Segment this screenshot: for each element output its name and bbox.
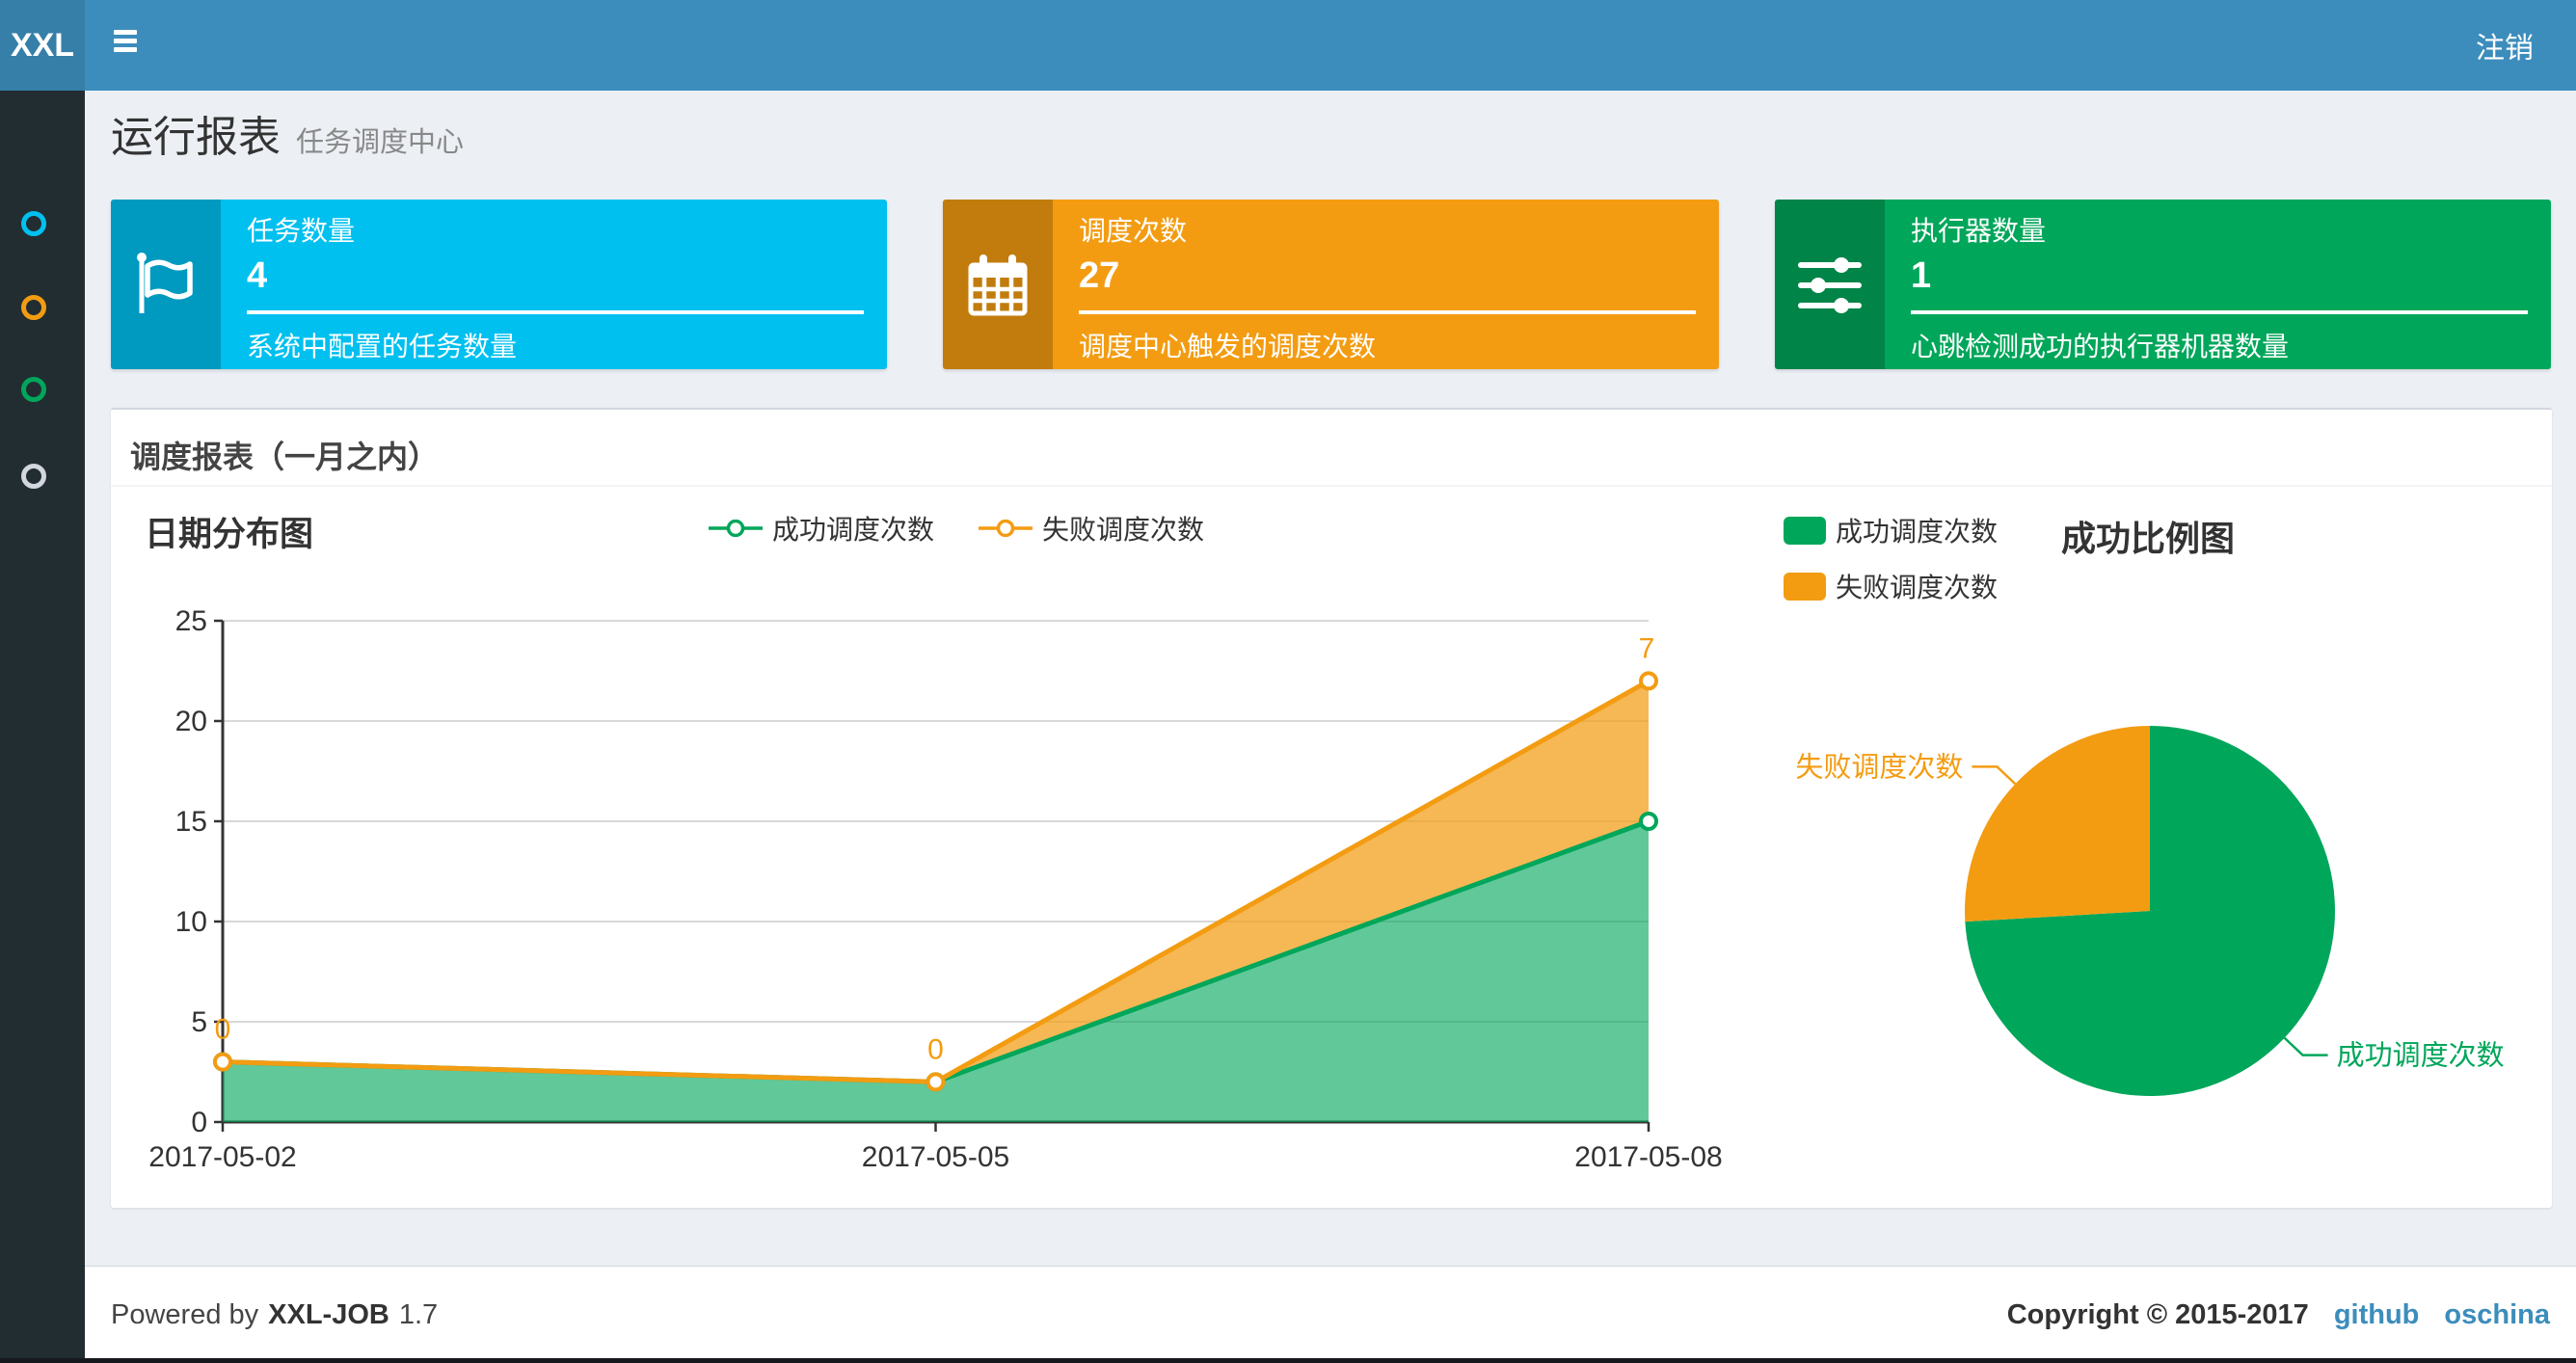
menu-toggle-icon[interactable] [114, 30, 139, 61]
svg-text:2017-05-02: 2017-05-02 [148, 1141, 296, 1173]
legend-item[interactable]: 成功调度次数 [709, 509, 934, 548]
info-box-executors: 执行器数量 1 心跳检测成功的执行器机器数量 [1775, 200, 2551, 369]
info-box-jobs: 任务数量 4 系统中配置的任务数量 [111, 200, 887, 369]
swatch-icon [1784, 516, 1826, 545]
info-box-triggers: 调度次数 27 调度中心触发的调度次数 [943, 200, 1719, 369]
info-box-label: 调度次数 [1079, 216, 1188, 246]
oschina-link[interactable]: oschina [2444, 1298, 2550, 1330]
info-box-label: 执行器数量 [1911, 216, 2047, 246]
flag-icon [111, 200, 221, 369]
progress-bar [1079, 310, 1696, 314]
logout-button[interactable]: 注销 [2476, 33, 2534, 65]
info-box-label: 任务数量 [247, 216, 356, 246]
svg-text:0: 0 [927, 1033, 944, 1065]
svg-text:2017-05-05: 2017-05-05 [862, 1141, 1009, 1173]
sidebar [0, 91, 85, 1363]
app-version: 1.7 [398, 1298, 439, 1330]
svg-text:0: 0 [215, 1014, 231, 1046]
legend-item[interactable]: 失败调度次数 [1784, 567, 1998, 605]
info-box-value: 4 [247, 255, 268, 296]
svg-text:2017-05-08: 2017-05-08 [1574, 1141, 1722, 1173]
line-chart-title: 日期分布图 [145, 516, 314, 553]
info-box-content: 任务数量 4 系统中配置的任务数量 [221, 200, 887, 369]
info-box-description: 心跳检测成功的执行器机器数量 [1911, 332, 2290, 361]
line-marker-icon [709, 520, 763, 537]
svg-text:7: 7 [1639, 632, 1655, 664]
info-box-value: 1 [1911, 255, 1932, 296]
pie-chart: 成功调度次数 失败调度次数 [1795, 726, 2505, 1096]
powered-by-text: Powered by [111, 1298, 259, 1330]
swatch-icon [1784, 572, 1826, 601]
info-box-description: 系统中配置的任务数量 [247, 332, 518, 361]
success-ratio-chart: 成功调度次数 失败调度次数 成功比例图 成功调度次数 失败调度次数 [1784, 501, 2516, 1176]
svg-text:25: 25 [175, 605, 207, 637]
sliders-icon [1775, 200, 1885, 369]
info-box-value: 27 [1079, 255, 1120, 296]
svg-text:5: 5 [191, 1006, 207, 1038]
legend-label: 成功调度次数 [772, 515, 935, 545]
pie-chart-legend: 成功调度次数 失败调度次数 [1784, 511, 1998, 605]
info-box-content: 调度次数 27 调度中心触发的调度次数 [1053, 200, 1719, 369]
svg-text:20: 20 [175, 706, 207, 737]
line-marker-icon [979, 520, 1033, 537]
info-box-description: 调度中心触发的调度次数 [1079, 332, 1377, 361]
svg-text:15: 15 [175, 806, 207, 838]
report-panel: 调度报表（一月之内） 日期分布图 成功调度次数 失败调度次数 0 5 10 15 20 25… [111, 408, 2552, 1208]
sidebar-menu-circle-icon[interactable] [21, 377, 46, 402]
github-link[interactable]: github [2333, 1298, 2420, 1330]
legend-label: 成功调度次数 [1836, 517, 1999, 547]
line-chart-legend: 成功调度次数 失败调度次数 [709, 509, 1204, 548]
top-navbar: XXL 注销 [0, 0, 2576, 91]
svg-text:失败调度次数: 失败调度次数 [1795, 751, 1963, 783]
svg-text:0: 0 [191, 1107, 207, 1138]
footer-copyright: Copyright © 2015-2017 github oschina [2007, 1267, 2550, 1363]
svg-text:成功调度次数: 成功调度次数 [2337, 1040, 2505, 1072]
footer: Powered by XXL-JOB 1.7 Copyright © 2015-… [85, 1266, 2576, 1363]
progress-bar [247, 310, 864, 314]
sidebar-menu-circle-icon[interactable] [21, 211, 46, 236]
page-subtitle: 任务调度中心 [296, 127, 465, 158]
date-distribution-chart: 日期分布图 成功调度次数 失败调度次数 0 5 10 15 20 25 2017-05-02 2… [145, 501, 1726, 1176]
sidebar-menu-circle-icon[interactable] [21, 464, 46, 489]
info-box-content: 执行器数量 1 心跳检测成功的执行器机器数量 [1885, 200, 2551, 369]
footer-powered-by: Powered by XXL-JOB 1.7 [111, 1267, 438, 1363]
page-title: 运行报表 [111, 114, 281, 161]
window-bottom-edge [0, 1358, 2576, 1363]
calendar-icon [943, 200, 1053, 369]
legend-label: 失败调度次数 [1836, 573, 1999, 602]
pie-chart-title: 成功比例图 [2061, 519, 2236, 558]
panel-title: 调度报表（一月之内） [130, 440, 440, 474]
app-name: XXL-JOB [268, 1298, 389, 1330]
page-header: 运行报表 任务调度中心 [111, 102, 464, 164]
legend-item[interactable]: 成功调度次数 [1784, 511, 1998, 549]
svg-text:10: 10 [175, 906, 207, 938]
sidebar-menu-circle-icon[interactable] [21, 295, 46, 320]
panel-header: 调度报表（一月之内） [111, 410, 2552, 487]
legend-item[interactable]: 失败调度次数 [979, 509, 1204, 548]
legend-label: 失败调度次数 [1042, 515, 1205, 545]
copyright-text: Copyright © 2015-2017 [2006, 1298, 2309, 1330]
app-logo[interactable]: XXL [0, 0, 85, 91]
progress-bar [1911, 310, 2528, 314]
logo-text: XXL [10, 26, 75, 64]
